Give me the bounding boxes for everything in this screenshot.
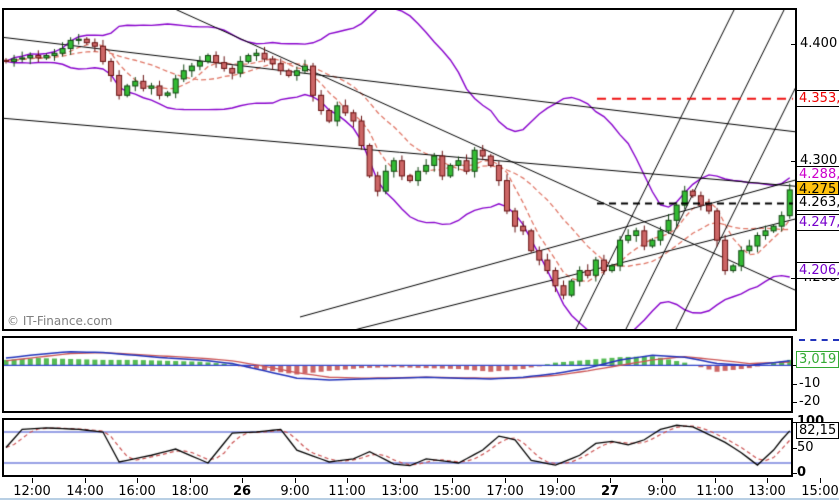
time-label: 11:00 [696, 484, 734, 499]
price-tick [791, 161, 797, 162]
time-tick [767, 478, 768, 483]
macd-tick [791, 365, 797, 366]
time-tick [242, 478, 243, 483]
time-label: 16:00 [118, 484, 156, 499]
price-panel[interactable]: © IT-Finance.com [2, 8, 797, 331]
price-label: 4.353, [796, 90, 839, 107]
stoch-tick-label: 50 [797, 440, 814, 455]
time-tick [662, 478, 663, 483]
time-label: 18:00 [171, 484, 209, 499]
watermark: © IT-Finance.com [7, 314, 113, 328]
macd-tick-label: -10 [799, 376, 821, 391]
time-label: 19:00 [538, 484, 576, 499]
time-label: 9:00 [647, 484, 677, 499]
stoch-tick [791, 422, 797, 423]
price-label: 4.275 [796, 181, 839, 198]
bottom-strip [0, 498, 839, 500]
time-tick [137, 478, 138, 483]
time-label: 26 [232, 484, 252, 499]
time-label: 12:00 [13, 484, 51, 499]
time-tick [610, 478, 611, 483]
time-tick [190, 478, 191, 483]
time-label: 11:00 [328, 484, 366, 499]
stoch-tick [791, 473, 797, 474]
time-label: 14:00 [66, 484, 104, 499]
time-label: 15:00 [433, 484, 471, 499]
time-label: 9:00 [280, 484, 310, 499]
macd-value-box: 3,019 [796, 351, 839, 368]
time-label: 13:00 [381, 484, 419, 499]
time-tick [295, 478, 296, 483]
time-tick [505, 478, 506, 483]
price-label: 4.247, [796, 214, 839, 231]
stoch-tick-label: 0 [797, 465, 807, 480]
time-label: 13:00 [748, 484, 786, 499]
price-chart-canvas[interactable] [4, 10, 795, 329]
stoch-tick [791, 448, 797, 449]
time-tick [557, 478, 558, 483]
price-label: 4.263, [796, 194, 839, 211]
macd-chart-canvas[interactable] [4, 338, 791, 411]
stoch-panel[interactable] [2, 418, 793, 477]
time-tick [452, 478, 453, 483]
macd-tick-label: -20 [799, 394, 821, 409]
time-tick [85, 478, 86, 483]
stoch-chart-canvas[interactable] [4, 420, 791, 475]
time-label: 27 [600, 484, 620, 499]
time-tick [32, 478, 33, 483]
time-label: 15:00 [801, 484, 839, 499]
price-label: 4.206, [796, 262, 839, 279]
time-label: 17:00 [486, 484, 524, 499]
price-tick [791, 278, 797, 279]
macd-panel[interactable] [2, 336, 793, 413]
macd-tick [791, 402, 797, 403]
time-tick [715, 478, 716, 483]
macd-tick [791, 384, 797, 385]
time-tick [347, 478, 348, 483]
time-tick [820, 478, 821, 483]
price-label: 4.400 [800, 36, 838, 51]
price-label: 4.300 [800, 153, 838, 168]
time-tick [400, 478, 401, 483]
price-tick [791, 44, 797, 45]
stoch-value-box: 82,15 [796, 422, 839, 439]
macd-axis-dashes [799, 339, 839, 341]
